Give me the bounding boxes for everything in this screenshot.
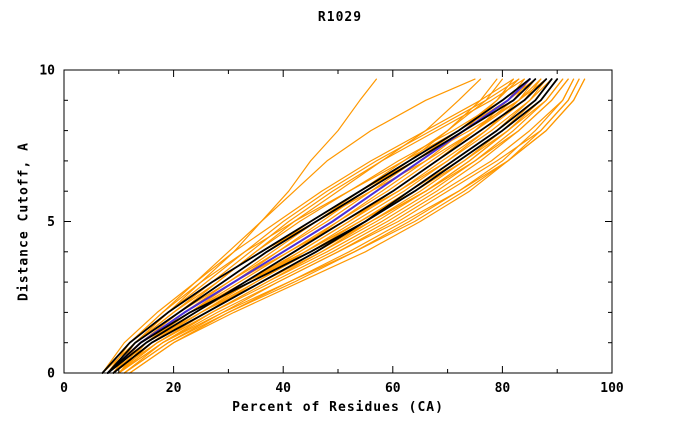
series-model — [107, 78, 536, 374]
chart-title: R1029 — [317, 10, 363, 25]
series-model-highlight-black — [101, 78, 531, 374]
series-model-highlight-blue — [106, 78, 531, 374]
svg-text:100: 100 — [600, 381, 624, 396]
svg-text:10: 10 — [39, 64, 55, 79]
series-model — [112, 78, 569, 374]
x-axis-label: Percent of Residues (CA) — [232, 400, 444, 415]
svg-text:0: 0 — [60, 381, 68, 396]
series-model — [107, 78, 531, 374]
series-model-highlight-black — [106, 78, 559, 374]
svg-text:80: 80 — [495, 381, 511, 396]
series-model — [118, 78, 564, 374]
series-model — [129, 78, 580, 374]
series-model-highlight-black — [106, 78, 548, 374]
series-model — [123, 78, 575, 374]
series-model-highlight-black — [106, 78, 537, 374]
svg-text:60: 60 — [385, 381, 401, 396]
svg-text:0: 0 — [47, 367, 55, 382]
series-model — [101, 78, 515, 374]
series-model — [107, 78, 525, 374]
series-model — [118, 78, 586, 374]
svg-text:20: 20 — [166, 381, 182, 396]
svg-text:40: 40 — [275, 381, 291, 396]
series-model — [123, 78, 575, 374]
series-model — [112, 78, 558, 374]
svg-text:5: 5 — [47, 215, 55, 230]
